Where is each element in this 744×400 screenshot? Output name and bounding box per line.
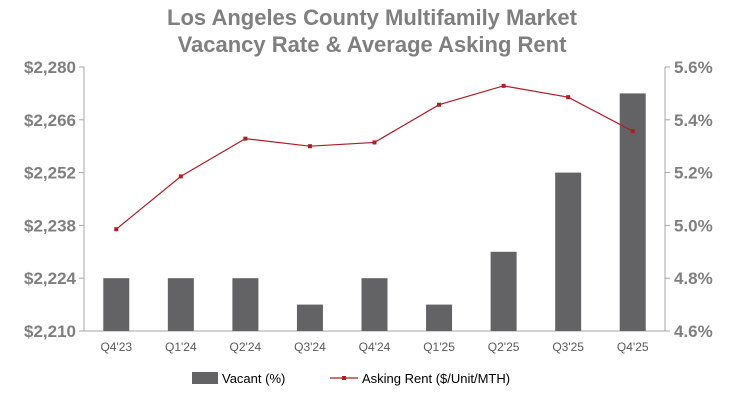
x-tick-label: Q1'24 bbox=[165, 340, 197, 354]
x-tick-label: Q2'25 bbox=[488, 340, 520, 354]
vacancy-bar bbox=[103, 278, 130, 331]
vacancy-bar bbox=[555, 172, 582, 331]
rent-point bbox=[437, 102, 442, 107]
vacancy-bar bbox=[619, 93, 646, 332]
vacancy-bar bbox=[361, 278, 388, 331]
vacancy-bar bbox=[426, 304, 453, 331]
rent-point bbox=[501, 83, 506, 88]
chart-title-line1: Los Angeles County Multifamily Market bbox=[167, 5, 578, 30]
right-tick-label: 5.6% bbox=[674, 58, 713, 77]
right-tick-label: 5.2% bbox=[674, 164, 713, 183]
right-tick-label: 4.6% bbox=[674, 322, 713, 341]
vacancy-bar bbox=[232, 278, 259, 331]
rent-point bbox=[243, 136, 248, 141]
x-tick-label: Q3'25 bbox=[552, 340, 584, 354]
rent-point bbox=[566, 95, 571, 100]
right-tick-label: 5.4% bbox=[674, 111, 713, 130]
vacancy-bar bbox=[490, 251, 517, 331]
x-tick-label: Q4'23 bbox=[100, 340, 132, 354]
left-tick-label: $2,224 bbox=[24, 269, 77, 288]
x-tick-label: Q1'25 bbox=[423, 340, 455, 354]
left-tick-label: $2,210 bbox=[24, 322, 76, 341]
rent-point bbox=[307, 144, 312, 149]
right-tick-label: 4.8% bbox=[674, 269, 713, 288]
vacancy-bar bbox=[167, 278, 194, 331]
legend-marker-rent bbox=[342, 376, 346, 380]
left-tick-label: $2,266 bbox=[24, 111, 76, 130]
x-tick-label: Q3'24 bbox=[294, 340, 326, 354]
rent-point bbox=[372, 140, 377, 145]
x-tick-label: Q4'24 bbox=[359, 340, 391, 354]
x-tick-label: Q4'25 bbox=[617, 340, 649, 354]
left-tick-label: $2,238 bbox=[24, 216, 76, 235]
legend: Vacant (%) Asking Rent ($/Unit/MTH) bbox=[192, 371, 510, 386]
left-tick-label: $2,280 bbox=[24, 58, 76, 77]
x-tick-label: Q2'24 bbox=[230, 340, 262, 354]
rent-point bbox=[178, 174, 183, 179]
legend-swatch-vacant bbox=[192, 372, 218, 384]
chart-title-line2: Vacancy Rate & Average Asking Rent bbox=[178, 32, 567, 57]
left-tick-label: $2,252 bbox=[24, 164, 76, 183]
legend-label-rent: Asking Rent ($/Unit/MTH) bbox=[362, 371, 510, 386]
legend-label-vacant: Vacant (%) bbox=[222, 371, 285, 386]
rent-point bbox=[630, 129, 635, 134]
vacancy-bar bbox=[296, 304, 323, 331]
right-tick-label: 5.0% bbox=[674, 216, 713, 235]
rent-point bbox=[114, 227, 119, 232]
